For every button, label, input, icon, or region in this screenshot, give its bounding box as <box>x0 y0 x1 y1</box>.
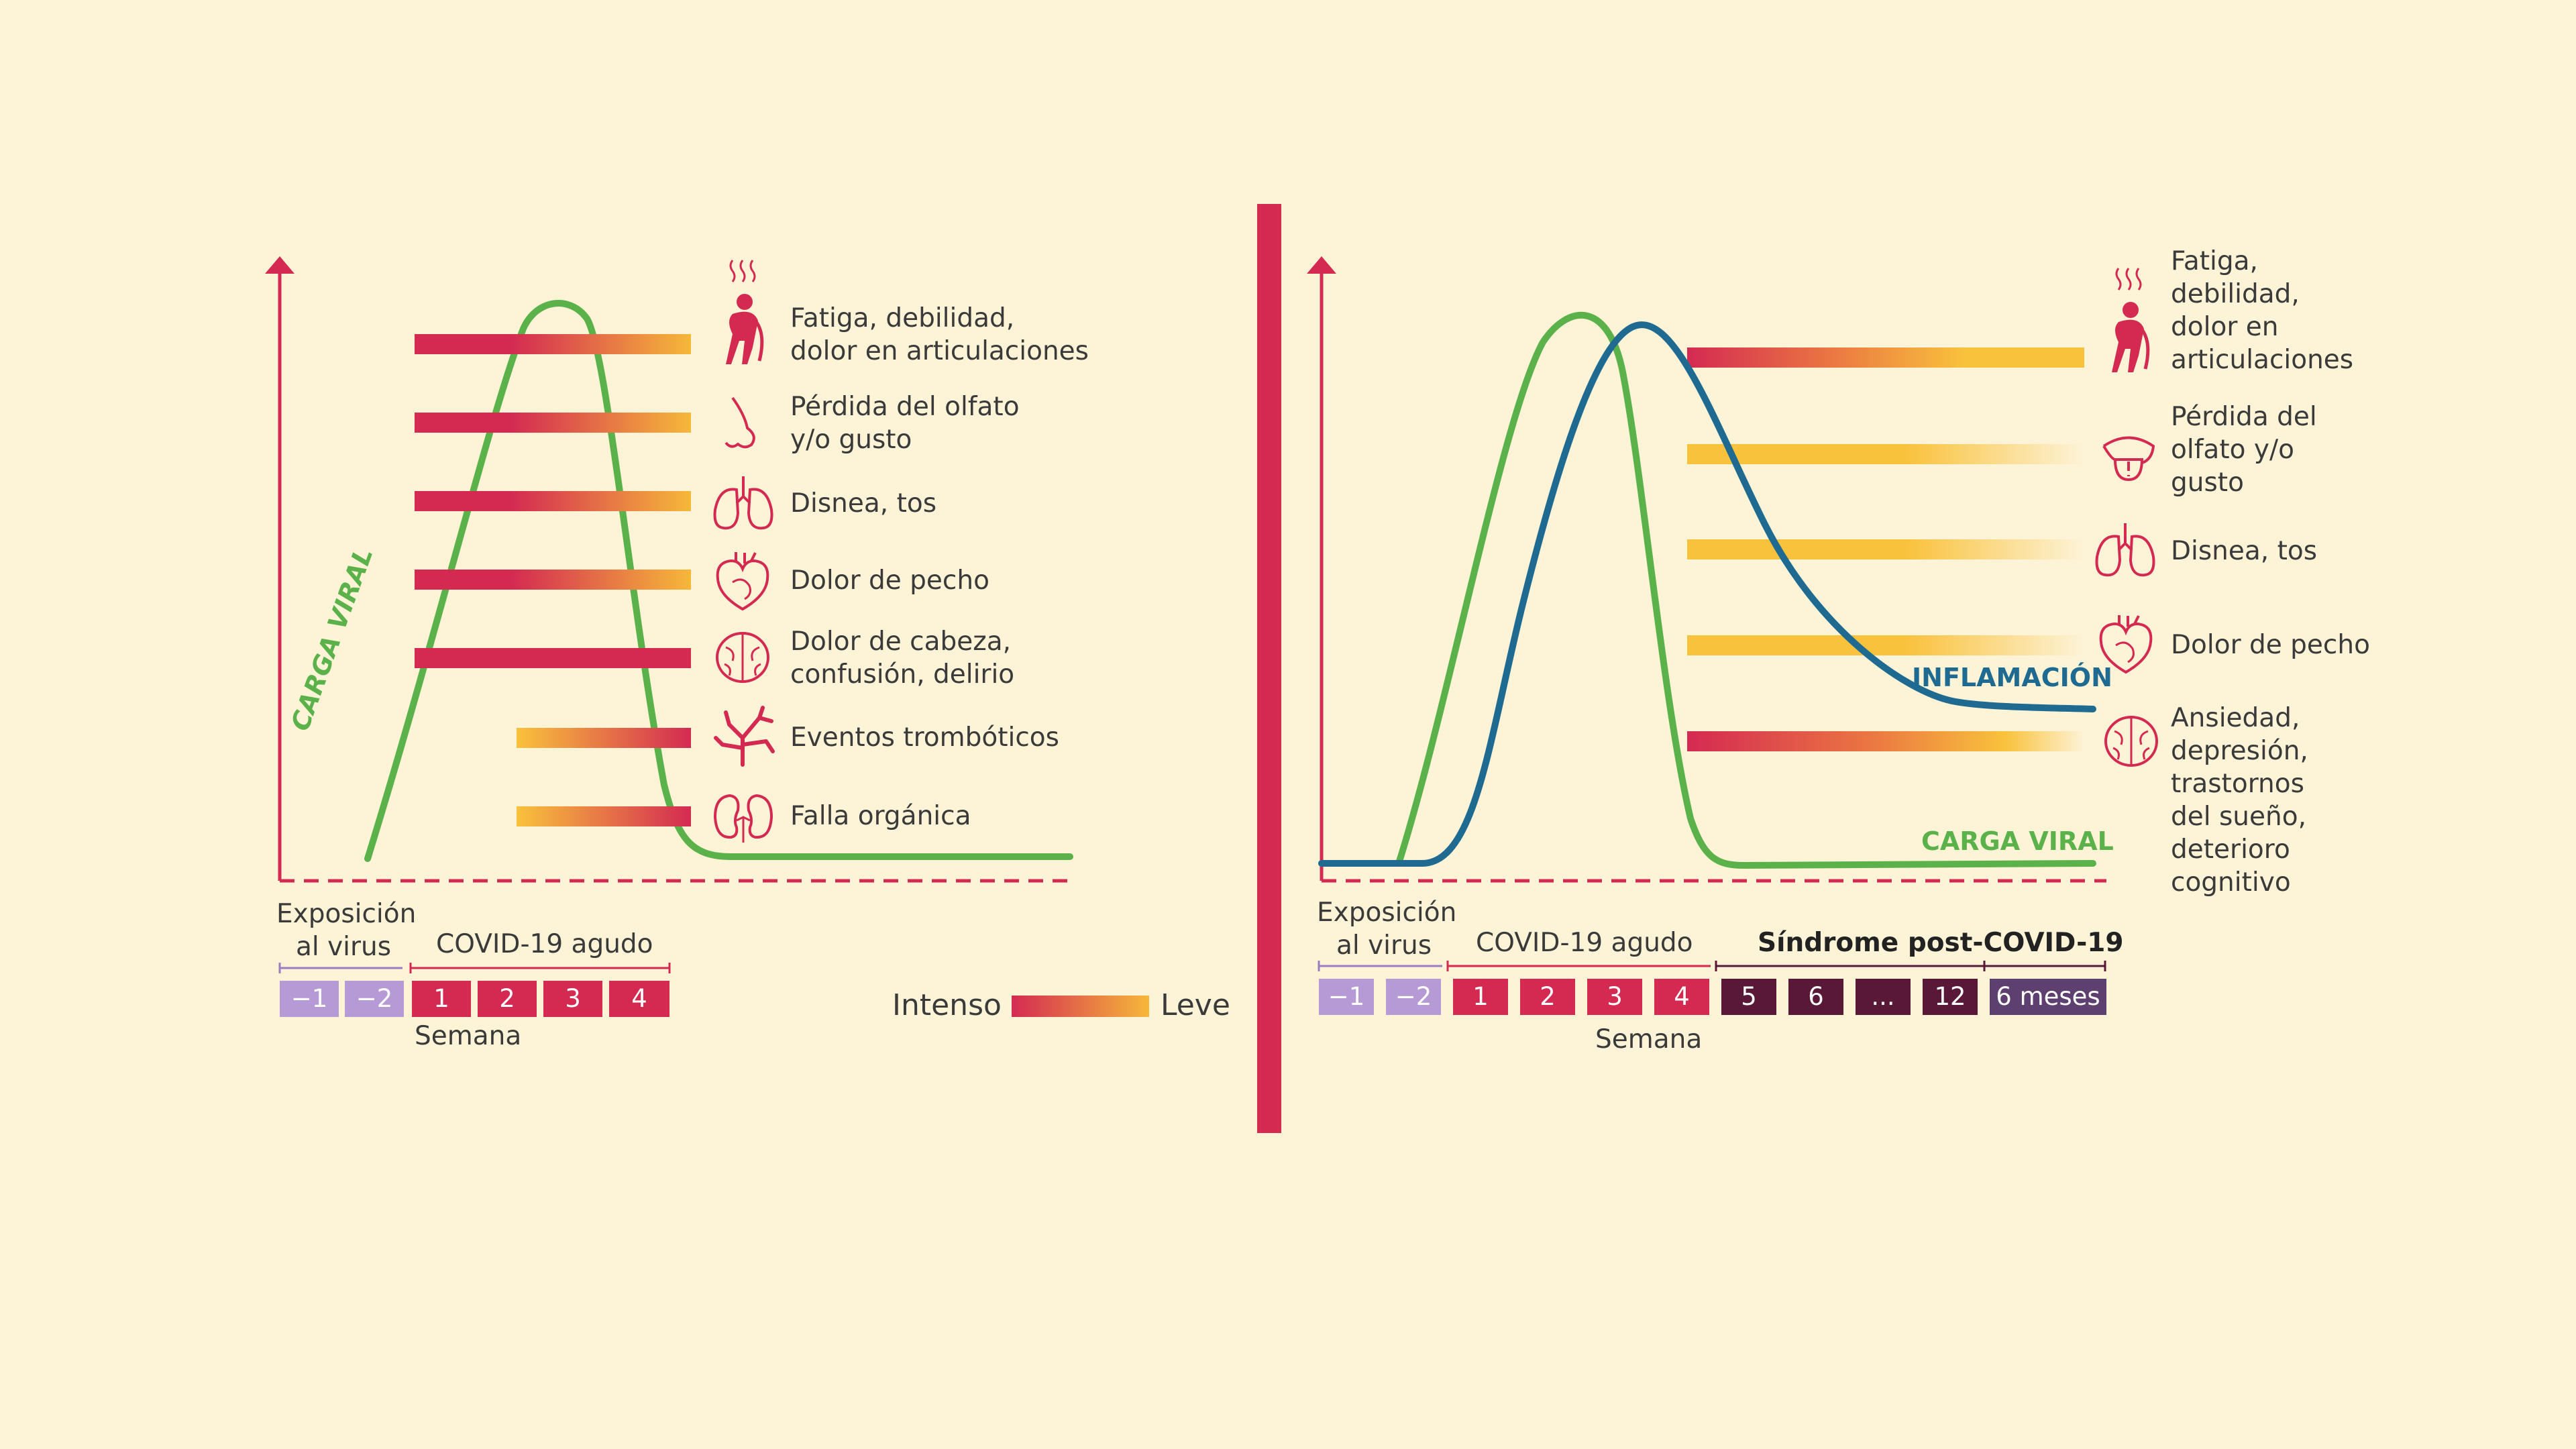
right-label-smell: Pérdida del olfato y/o gusto <box>2171 402 2317 498</box>
right-week-box: −1 <box>1319 979 1374 1015</box>
tongue-icon <box>2102 436 2155 482</box>
right-week-box: −2 <box>1386 979 1441 1015</box>
right-bar-smell <box>1687 444 2084 464</box>
left-label-dyspnea: Disnea, tos <box>790 488 937 519</box>
inflammation-label: INFLAMACIÓN <box>1912 663 2112 692</box>
right-label-fatigue: Fatiga, debilidad, dolor en articulaciones <box>2171 246 2354 375</box>
left-phase-exposure: Exposición al virus <box>276 899 417 962</box>
right-bar-fatigue <box>1687 347 2084 368</box>
right-phase-exposure: Exposición al virus <box>1317 898 1457 961</box>
left-viral-load-curve <box>364 300 1073 862</box>
legend-mild-label: Leve <box>1161 988 1230 1022</box>
lungs-icon <box>713 476 773 530</box>
lungs-icon <box>2095 523 2155 577</box>
right-week-box: 5 <box>1721 979 1776 1015</box>
right-viral-load-label: CARGA VIRAL <box>1921 826 2114 856</box>
right-week-box: 4 <box>1654 979 1709 1015</box>
fatigue-icon <box>726 260 764 364</box>
heart-icon <box>716 552 769 611</box>
panel-divider <box>1257 204 1281 1133</box>
right-inflammation-curve <box>1318 321 2096 867</box>
right-week-box: 12 <box>1923 979 1978 1015</box>
legend-intense-label: Intenso <box>892 988 1002 1022</box>
left-bar-fatigue <box>415 334 691 354</box>
heart-icon <box>2099 615 2153 674</box>
right-week-box: 6 meses <box>1990 979 2106 1015</box>
left-bar-dyspnea <box>415 491 691 511</box>
left-week-box: −2 <box>345 981 404 1017</box>
fatigue-icon <box>2112 268 2150 372</box>
right-y-axis-arrow <box>1307 256 1336 274</box>
right-label-anxiety: Ansiedad, depresión, trastornos del sueño,… <box>2171 703 2308 898</box>
left-label-chest: Dolor de pecho <box>790 566 989 596</box>
right-week-box: 1 <box>1453 979 1508 1015</box>
left-bar-smell <box>415 413 691 433</box>
left-bar-headache <box>415 648 691 668</box>
right-bar-dyspnea <box>1687 539 2084 559</box>
blood-vessels-icon <box>714 706 775 767</box>
left-label-smell: Pérdida del olfato y/o gusto <box>790 392 1020 455</box>
left-phase-acute: COVID-19 agudo <box>436 929 653 959</box>
left-week-box: 4 <box>609 981 669 1017</box>
right-bar-anxiety <box>1687 731 2084 751</box>
right-week-box: 2 <box>1520 979 1575 1015</box>
brain-icon <box>716 632 769 683</box>
right-week-box: ... <box>1856 979 1911 1015</box>
left-y-axis-arrow <box>265 256 294 274</box>
right-week-box: 3 <box>1587 979 1642 1015</box>
left-week-box: 2 <box>478 981 537 1017</box>
left-weeks-label: Semana <box>415 1021 522 1051</box>
right-week-box: 6 <box>1788 979 1843 1015</box>
left-week-box: −1 <box>280 981 339 1017</box>
nose-icon <box>724 396 755 449</box>
brain-icon <box>2104 716 2158 767</box>
left-bar-chest <box>415 570 691 590</box>
legend-gradient-bar <box>1012 996 1149 1017</box>
left-label-organ-failure: Falla orgánica <box>790 801 971 831</box>
left-label-fatigue: Fatiga, debilidad, dolor en articulacione… <box>790 303 1089 366</box>
right-bar-chest <box>1687 635 2084 655</box>
left-bar-organ-failure <box>517 806 691 826</box>
right-phase-acute: COVID-19 agudo <box>1476 928 1693 958</box>
left-week-box: 3 <box>543 981 602 1017</box>
right-label-chest: Dolor de pecho <box>2171 630 2370 660</box>
right-label-dyspnea: Disnea, tos <box>2171 536 2318 566</box>
left-label-thrombotic: Eventos trombóticos <box>790 722 1059 753</box>
right-weeks-label: Semana <box>1595 1024 1703 1055</box>
left-label-headache: Dolor de cabeza, confusión, delirio <box>790 627 1015 690</box>
kidneys-icon <box>713 794 773 843</box>
right-phase-post: Síndrome post-COVID-19 <box>1758 928 2124 958</box>
left-bar-thrombotic <box>517 728 691 748</box>
left-week-box: 1 <box>412 981 471 1017</box>
